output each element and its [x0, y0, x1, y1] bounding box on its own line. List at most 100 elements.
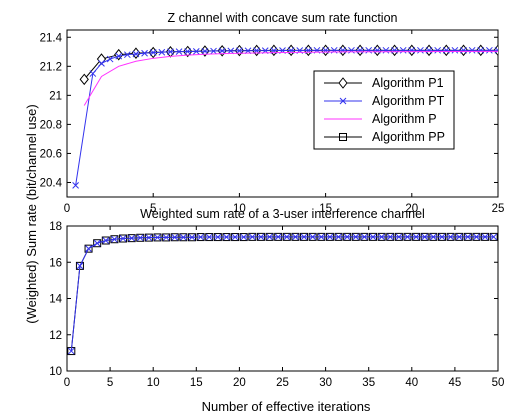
y-tick-label: 20.6	[40, 148, 62, 160]
data-point	[248, 233, 256, 241]
data-point	[84, 244, 93, 253]
data-point	[111, 235, 118, 243]
legend-label: Algorithm P	[372, 112, 437, 126]
data-point	[171, 233, 179, 241]
x-tick-label: 15	[319, 203, 332, 215]
legend: Algorithm P1 Algorithm PT Algorithm P Algor…	[313, 70, 455, 150]
data-point	[434, 46, 442, 54]
x-tick-label: 25	[492, 203, 505, 215]
data-point	[72, 182, 79, 189]
y-tick-label: 21.4	[40, 32, 63, 44]
y-tick-label: 21	[49, 90, 62, 102]
legend-label: Algorithm PT	[372, 94, 445, 108]
x-tick-label: 40	[405, 377, 418, 389]
data-point	[141, 49, 148, 57]
data-point	[447, 233, 454, 241]
data-point	[205, 233, 213, 241]
data-point	[369, 233, 377, 241]
data-point	[464, 233, 472, 241]
data-point	[468, 46, 476, 54]
data-point	[283, 233, 291, 241]
data-point	[365, 46, 373, 54]
data-point	[218, 47, 226, 55]
chart-title: Z channel with concave sum rate function	[168, 11, 398, 25]
chart-1: Z channel with concave sum rate function…	[40, 11, 505, 215]
series-2	[67, 233, 498, 355]
data-point	[386, 233, 394, 241]
data-point	[274, 233, 282, 241]
data-point	[85, 245, 92, 253]
data-point	[214, 233, 222, 241]
shared-y-axis-label: (Weighted) Sum rate (bit/channel use)	[24, 104, 39, 323]
data-point	[292, 233, 299, 241]
x-tick-label: 25	[276, 377, 289, 389]
data-point	[184, 48, 192, 55]
data-point	[201, 47, 209, 55]
x-tick-label: 5	[107, 377, 113, 389]
y-tick-label: 20.4	[40, 177, 63, 189]
data-point	[123, 51, 131, 59]
data-point	[343, 233, 351, 241]
x-tick-label: 35	[362, 377, 375, 389]
x-tick-label: 0	[64, 203, 70, 215]
data-point	[192, 47, 200, 55]
data-point	[154, 234, 161, 241]
data-point	[162, 234, 170, 241]
x-tick-label: 10	[147, 377, 160, 389]
x-tick-label: 50	[492, 377, 505, 389]
x-tick-label: 30	[319, 377, 332, 389]
x-tick-label: 20	[233, 377, 246, 389]
data-point	[326, 233, 334, 241]
data-point	[240, 233, 248, 241]
data-point	[442, 46, 450, 54]
legend-marker	[339, 97, 347, 105]
data-point	[438, 233, 446, 241]
data-point	[408, 46, 416, 54]
data-point	[197, 233, 204, 241]
data-point	[210, 47, 217, 55]
data-point	[451, 46, 459, 54]
plot-area	[66, 225, 499, 372]
y-tick-label: 20.8	[40, 119, 62, 131]
data-point	[175, 48, 183, 55]
legend-label: Algorithm P1	[372, 76, 444, 90]
data-point	[167, 48, 174, 56]
data-point	[106, 55, 114, 63]
data-point	[93, 239, 102, 248]
y-tick-label: 14	[49, 294, 62, 306]
data-point	[391, 46, 398, 54]
data-point	[149, 49, 157, 56]
series-line	[70, 236, 494, 352]
data-point	[119, 235, 127, 242]
data-point	[335, 233, 342, 241]
data-point	[257, 233, 265, 241]
data-point	[481, 233, 489, 241]
shared-x-axis-label: Number of effective iterations	[202, 399, 371, 414]
data-point	[309, 233, 317, 241]
legend-label: Algorithm PP	[372, 130, 445, 144]
series-3	[83, 50, 498, 106]
data-point	[361, 233, 368, 241]
data-point	[101, 236, 110, 245]
x-tick-label: 10	[233, 203, 246, 215]
x-tick-label: 0	[64, 377, 70, 389]
data-point	[115, 52, 123, 60]
data-point	[404, 233, 411, 241]
data-point	[188, 233, 196, 241]
data-point	[145, 234, 153, 241]
y-tick-label: 18	[49, 221, 62, 233]
x-tick-label: 5	[150, 203, 156, 215]
legend-marker	[338, 77, 348, 89]
data-point	[98, 60, 105, 67]
data-point	[102, 237, 110, 244]
data-point	[352, 233, 360, 241]
y-tick-label: 16	[49, 257, 62, 269]
data-point	[89, 70, 97, 77]
data-point	[317, 233, 325, 241]
data-point	[93, 239, 101, 247]
x-tick-label: 20	[405, 203, 418, 215]
data-point	[136, 234, 144, 242]
data-point	[180, 233, 187, 241]
data-point	[231, 233, 239, 241]
